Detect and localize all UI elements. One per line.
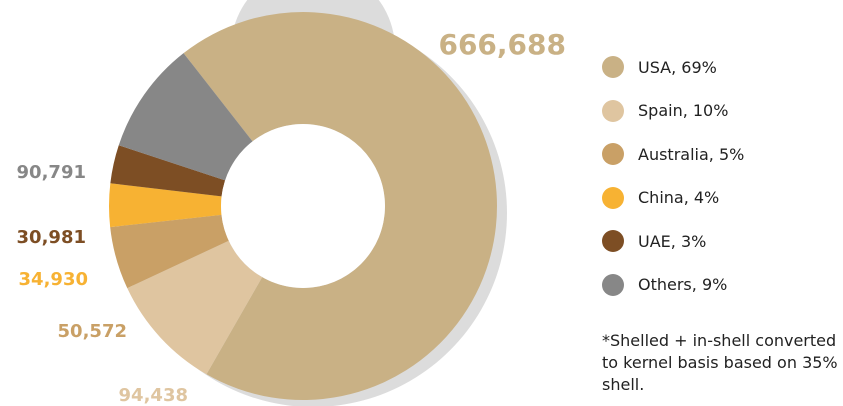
legend-label: UAE, 3% bbox=[638, 231, 707, 251]
legend-swatch bbox=[602, 230, 624, 253]
slice-australia bbox=[110, 214, 229, 289]
legend-item-others: Others, 9% bbox=[602, 273, 744, 296]
legend-label: USA, 69% bbox=[638, 57, 717, 77]
legend-label: Australia, 5% bbox=[638, 144, 745, 164]
legend-label: Spain, 10% bbox=[638, 101, 729, 121]
legend-swatch bbox=[602, 143, 624, 166]
legend-swatch bbox=[602, 273, 624, 296]
value-label-spain: 94,438 bbox=[119, 385, 188, 406]
slice-uae bbox=[110, 145, 226, 197]
value-label-usa: 666,688 bbox=[438, 28, 566, 61]
legend: USA, 69% Spain, 10% Australia, 5% China, 4%… bbox=[602, 56, 745, 319]
legend-item-australia: Australia, 5% bbox=[602, 143, 745, 166]
legend-label: China, 4% bbox=[638, 188, 720, 208]
slice-usa bbox=[183, 11, 498, 400]
legend-item-spain: Spain, 10% bbox=[602, 99, 744, 122]
legend-label: Others, 9% bbox=[638, 275, 728, 295]
donut-center bbox=[221, 124, 385, 288]
legend-item-usa: USA, 69% bbox=[602, 56, 744, 78]
legend-swatch bbox=[602, 56, 624, 78]
value-label-others: 90,791 bbox=[17, 162, 86, 183]
slice-china bbox=[108, 183, 222, 228]
footnote: *Shelled + in-shell converted to kernel … bbox=[602, 331, 838, 394]
legend-swatch bbox=[602, 186, 624, 209]
donut-chart: 666,688 94,438 50,572 34,930 30,981 90,791 bbox=[17, 0, 566, 406]
value-label-australia: 50,572 bbox=[58, 321, 127, 342]
value-label-uae: 30,981 bbox=[17, 227, 86, 248]
slice-spain bbox=[127, 240, 263, 375]
legend-item-uae: UAE, 3% bbox=[602, 230, 744, 253]
legend-item-china: China, 4% bbox=[602, 186, 744, 209]
slice-others bbox=[118, 53, 253, 181]
legend-swatch bbox=[602, 99, 624, 122]
value-label-china: 34,930 bbox=[19, 269, 88, 290]
